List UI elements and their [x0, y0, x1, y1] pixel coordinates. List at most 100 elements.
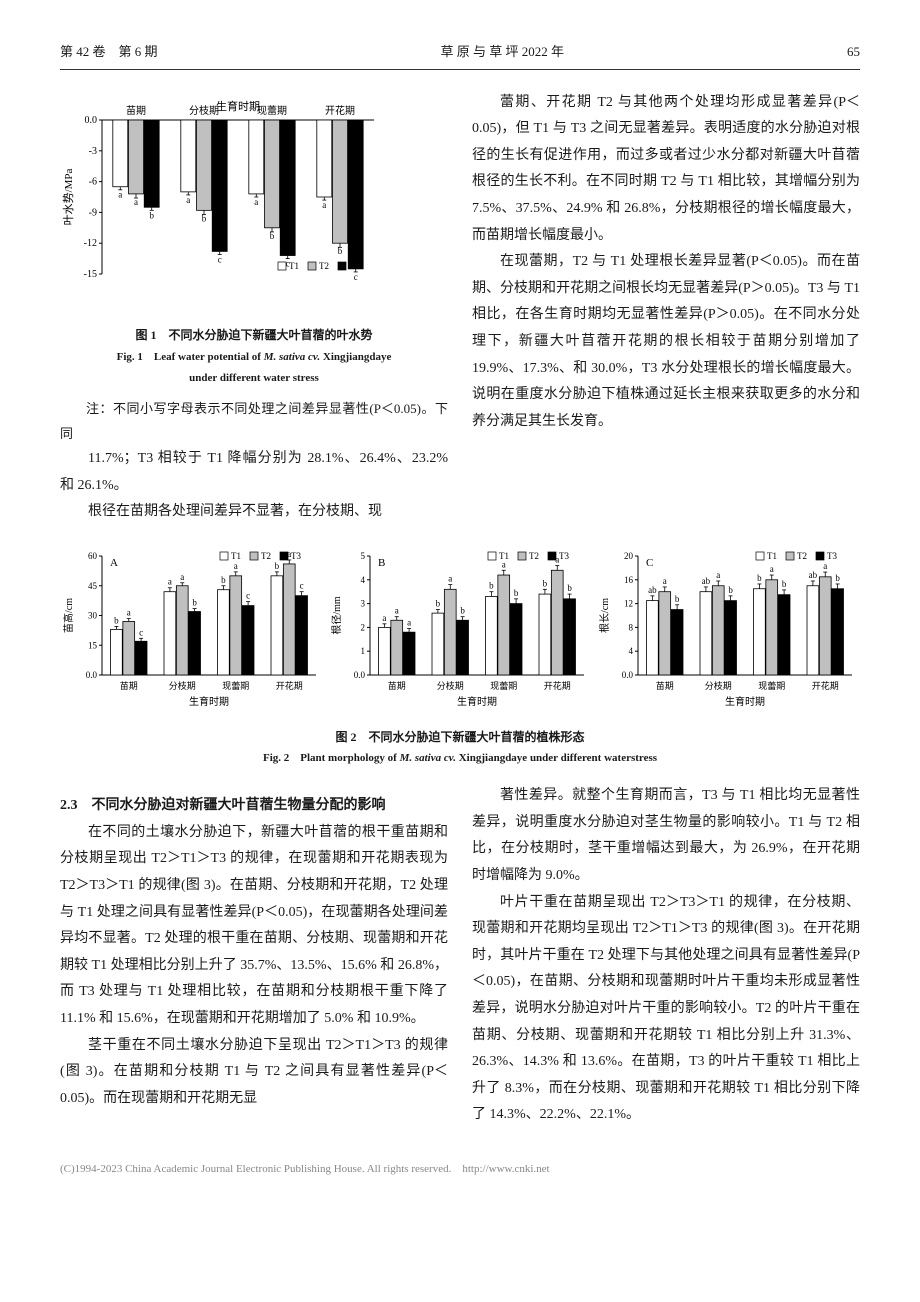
- svg-text:b: b: [275, 561, 280, 571]
- svg-text:根径/mm: 根径/mm: [330, 596, 343, 635]
- svg-text:a: a: [395, 606, 399, 616]
- svg-text:0.0: 0.0: [85, 115, 98, 126]
- lower-columns: 2.3 不同水分胁迫对新疆大叶苜蓿生物量分配的影响 在不同的土壤水分胁迫下，新疆…: [60, 783, 860, 1129]
- svg-text:开花期: 开花期: [544, 680, 571, 691]
- svg-text:b: b: [757, 573, 762, 583]
- sec23-left-p2: 茎干重在不同土壤水分胁迫下呈现出 T2＞T1＞T3 的规律(图 3)。在苗期和分…: [60, 1033, 448, 1113]
- svg-text:b: b: [782, 579, 787, 589]
- svg-text:苗期: 苗期: [120, 681, 138, 691]
- left-para-1: 11.7%；T3 相较于 T1 降幅分别为 28.1%、26.4%、23.2% …: [60, 446, 448, 499]
- figure-2-row: 0.015304560苗高/cmA苗期分枝期现蕾期开花期babbaaaacbcc…: [60, 534, 860, 720]
- svg-text:a: a: [134, 197, 138, 207]
- page-footer: (C)1994-2023 China Academic Journal Elec…: [60, 1159, 860, 1180]
- sec23-right-p1: 著性差异。就整个生育期而言，T3 与 T1 相比均无显著性差异，说明重度水分胁迫…: [472, 783, 860, 889]
- svg-text:b: b: [728, 585, 733, 595]
- svg-text:a: a: [448, 574, 452, 584]
- sec23-right-p2: 叶片干重在苗期呈现出 T2＞T3＞T1 的规律，在分枝期、现蕾期和开花期均呈现出…: [472, 890, 860, 1129]
- svg-text:T3: T3: [827, 551, 837, 561]
- svg-text:a: a: [382, 613, 386, 623]
- svg-text:a: a: [407, 618, 411, 628]
- svg-text:30: 30: [88, 611, 98, 621]
- svg-text:叶水势/MPa: 叶水势/MPa: [62, 168, 75, 225]
- svg-text:开花期: 开花期: [276, 680, 303, 691]
- svg-text:b: b: [192, 598, 197, 608]
- svg-text:b: b: [489, 581, 494, 591]
- header-left: 第 42 卷 第 6 期: [60, 40, 158, 65]
- left-para-2: 根径在苗期各处理间差异不显著，在分枝期、现: [60, 499, 448, 526]
- right-para-2: 在现蕾期，T2 与 T1 处理根长差异显著(P＜0.05)。而在苗期、分枝期和开…: [472, 249, 860, 435]
- page-header: 第 42 卷 第 6 期 草 原 与 草 坪 2022 年 65: [60, 40, 860, 70]
- figure-1: -15-12-9-6-30.0叶水势/MPa苗期分枝期现蕾期开花期aaaaabb…: [60, 98, 448, 389]
- svg-text:b: b: [543, 578, 548, 588]
- svg-text:b: b: [460, 606, 465, 616]
- svg-text:b: b: [436, 599, 441, 609]
- svg-text:0.0: 0.0: [354, 670, 366, 680]
- svg-text:生育时期: 生育时期: [725, 695, 765, 708]
- svg-text:b: b: [567, 583, 572, 593]
- svg-text:-3: -3: [89, 145, 97, 156]
- svg-text:T2: T2: [261, 551, 271, 561]
- svg-text:生育时期: 生育时期: [457, 695, 497, 708]
- svg-text:b: b: [675, 594, 680, 604]
- svg-text:T1: T1: [499, 551, 509, 561]
- fig1-caption-en-2: under different water stress: [60, 368, 448, 389]
- upper-columns: -15-12-9-6-30.0叶水势/MPa苗期分枝期现蕾期开花期aaaaabb…: [60, 90, 860, 526]
- fig1-chart: -15-12-9-6-30.0叶水势/MPa苗期分枝期现蕾期开花期aaaaabb…: [60, 98, 448, 319]
- svg-text:12: 12: [624, 599, 633, 609]
- svg-text:-9: -9: [89, 207, 97, 218]
- svg-text:A: A: [110, 557, 118, 569]
- svg-text:T1: T1: [289, 261, 299, 271]
- svg-text:T3: T3: [349, 261, 359, 271]
- svg-text:1: 1: [361, 646, 366, 656]
- svg-text:0.0: 0.0: [86, 670, 98, 680]
- svg-text:45: 45: [88, 581, 98, 591]
- svg-text:生育时期: 生育时期: [216, 99, 260, 113]
- svg-text:b: b: [202, 213, 207, 223]
- svg-text:a: a: [180, 572, 184, 582]
- svg-text:现蕾期: 现蕾期: [490, 680, 517, 691]
- svg-text:苗期: 苗期: [388, 681, 406, 691]
- svg-text:8: 8: [629, 622, 634, 632]
- svg-text:b: b: [149, 210, 154, 220]
- fig2-caption-zh: 图 2 不同水分胁迫下新疆大叶苜蓿的植株形态: [60, 726, 860, 749]
- svg-text:a: a: [127, 607, 131, 617]
- svg-text:a: a: [234, 561, 238, 571]
- svg-text:b: b: [514, 588, 519, 598]
- svg-text:c: c: [354, 272, 358, 282]
- svg-text:T3: T3: [291, 551, 301, 561]
- fig2-panel-C: 0.048121620根长/cmC苗期分枝期现蕾期开花期ababbabaaaab…: [596, 534, 860, 720]
- header-right: 65: [847, 40, 860, 65]
- svg-text:0.0: 0.0: [622, 670, 634, 680]
- fig2-panel-A: 0.015304560苗高/cmA苗期分枝期现蕾期开花期babbaaaacbcc…: [60, 534, 324, 720]
- svg-text:ab: ab: [648, 585, 657, 595]
- svg-text:分枝期: 分枝期: [437, 680, 464, 691]
- svg-text:b: b: [270, 230, 275, 240]
- svg-text:分枝期: 分枝期: [169, 680, 196, 691]
- svg-text:a: a: [770, 564, 774, 574]
- svg-text:a: a: [168, 577, 172, 587]
- svg-text:现蕾期: 现蕾期: [758, 680, 785, 691]
- svg-text:-12: -12: [84, 238, 97, 249]
- svg-text:b: b: [835, 573, 840, 583]
- svg-text:5: 5: [361, 551, 366, 561]
- svg-text:2: 2: [361, 622, 366, 632]
- fig2-panel-B: 0.012345根径/mmB苗期分枝期现蕾期开花期abbbaaaaabbbT1T…: [328, 534, 592, 720]
- svg-text:4: 4: [629, 646, 634, 656]
- svg-text:-15: -15: [84, 269, 97, 280]
- svg-text:根长/cm: 根长/cm: [598, 598, 611, 633]
- sec23-left-p1: 在不同的土壤水分胁迫下，新疆大叶苜蓿的根干重苗期和分枝期呈现出 T2＞T1＞T3…: [60, 820, 448, 1033]
- svg-text:16: 16: [624, 575, 634, 585]
- svg-text:苗高/cm: 苗高/cm: [62, 598, 75, 633]
- right-para-1: 蕾期、开花期 T2 与其他两个处理均形成显著差异(P＜0.05)，但 T1 与 …: [472, 90, 860, 250]
- svg-text:现蕾期: 现蕾期: [257, 104, 287, 117]
- svg-text:苗期: 苗期: [656, 681, 674, 691]
- svg-text:c: c: [139, 627, 143, 637]
- svg-text:a: a: [663, 576, 667, 586]
- svg-text:b: b: [114, 615, 119, 625]
- fig1-caption-zh: 图 1 不同水分胁迫下新疆大叶苜蓿的叶水势: [60, 324, 448, 347]
- svg-text:C: C: [646, 557, 653, 569]
- svg-text:现蕾期: 现蕾期: [222, 680, 249, 691]
- svg-text:生育时期: 生育时期: [189, 695, 229, 708]
- svg-text:b: b: [221, 575, 226, 585]
- header-center: 草 原 与 草 坪 2022 年: [441, 40, 565, 65]
